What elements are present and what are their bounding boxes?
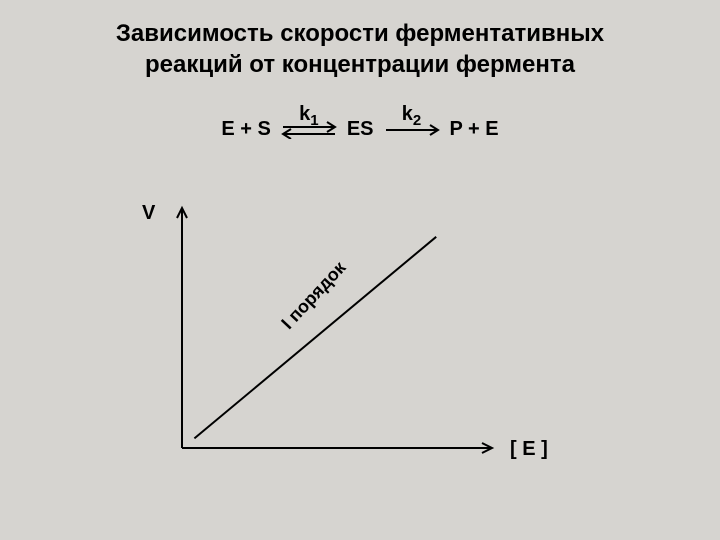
k2-label: k2 xyxy=(402,103,421,129)
k1-base: k xyxy=(299,103,310,125)
title-line-2: реакций от концентрации фермента xyxy=(0,49,720,80)
page-title: Зависимость скорости ферментативных реак… xyxy=(0,18,720,80)
reaction-equation: E + S k1 ES k2 P + E xyxy=(0,118,720,141)
arrow-2-group: k2 xyxy=(384,121,440,139)
x-axis-label: [ E ] xyxy=(510,438,548,461)
arrow-1-group: k1 xyxy=(281,121,337,139)
y-axis-label: V xyxy=(142,202,155,225)
chart-svg xyxy=(170,200,500,460)
k1-sub: 1 xyxy=(310,112,318,129)
k2-sub: 2 xyxy=(413,112,421,129)
k2-base: k xyxy=(402,103,413,125)
title-line-1: Зависимость скорости ферментативных xyxy=(0,18,720,49)
slide-page: Зависимость скорости ферментативных реак… xyxy=(0,0,720,540)
equation-term-2: ES xyxy=(347,118,374,141)
equation-term-1: E + S xyxy=(221,118,270,141)
k1-label: k1 xyxy=(299,103,318,129)
equation-term-3: P + E xyxy=(450,118,499,141)
